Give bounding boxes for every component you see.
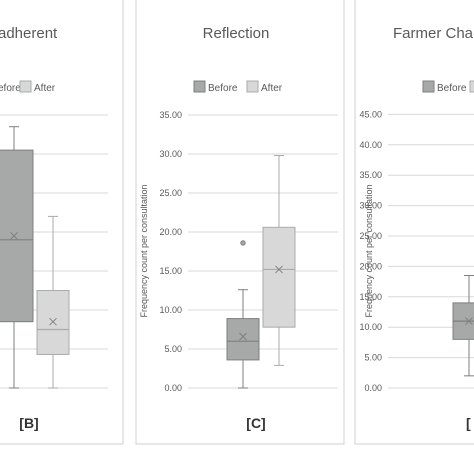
y-tick-label: 35.00 — [359, 170, 382, 180]
legend-label-after: After — [34, 83, 56, 94]
mean-marker — [49, 317, 57, 326]
y-tick-label: 0.00 — [164, 383, 182, 393]
y-tick-label: 45.00 — [359, 109, 382, 119]
panel-b-title: adherent — [0, 25, 58, 42]
box-before — [0, 149, 34, 323]
y-tick-label: 30.00 — [159, 149, 182, 159]
y-tick-label: 10.00 — [159, 305, 182, 315]
panel-c-y-axis-title: Frequency count per consultation — [139, 184, 149, 317]
legend-label-before: efore — [0, 83, 21, 94]
y-tick-label: 15.00 — [159, 266, 182, 276]
legend-swatch-before — [193, 80, 206, 93]
y-tick-label: 15.00 — [359, 292, 382, 302]
panel-d-y-axis-title: Frequency count per consultation — [364, 184, 374, 317]
y-tick-label: 0.00 — [364, 383, 382, 393]
box-after — [262, 226, 296, 328]
panel-c-frame — [135, 0, 345, 445]
box-after — [36, 290, 70, 355]
y-tick-label: 25.00 — [359, 231, 382, 241]
y-tick-label: 20.00 — [159, 227, 182, 237]
y-tick-label: 25.00 — [159, 188, 182, 198]
panel-b-plot — [0, 114, 108, 389]
panel-b-legend: efore After — [0, 80, 56, 94]
panel-c-plot: 0.00 5.00 10.00 15.00 20.00 25.00 30.00 35.00 — [159, 110, 338, 393]
y-tick-label: 5.00 — [364, 353, 382, 363]
panel-c-title: Reflection — [203, 25, 270, 42]
panel-b-label: [B] — [19, 415, 38, 431]
box-before — [226, 318, 260, 361]
y-tick-label: 5.00 — [164, 344, 182, 354]
panel-d-plot: 0.00 5.00 10.00 15.00 20.00 25.00 30.00 35.00 40… — [359, 109, 474, 393]
mean-marker — [10, 232, 18, 240]
y-tick-label: 20.00 — [359, 261, 382, 271]
legend-swatch-before — [422, 80, 435, 93]
y-tick-label: 10.00 — [359, 322, 382, 332]
panel-c-legend: Before After — [193, 80, 283, 94]
legend-label-after: After — [261, 83, 283, 94]
panel-d-title: Farmer Cha — [393, 25, 474, 42]
legend-swatch-after — [469, 80, 474, 93]
legend-swatch-after — [246, 80, 259, 93]
mean-marker — [275, 265, 283, 274]
legend-label-before: Before — [208, 83, 238, 94]
mean-marker — [239, 332, 247, 341]
panel-d-frame — [354, 0, 474, 445]
panel-d-legend: Before — [422, 80, 474, 94]
legend-label-before: Before — [437, 83, 467, 94]
y-tick-label: 30.00 — [359, 201, 382, 211]
panel-d-label: [ — [466, 415, 471, 431]
y-tick-label: 40.00 — [359, 140, 382, 150]
y-tick-label: 35.00 — [159, 110, 182, 120]
panel-c-label: [C] — [246, 415, 265, 431]
outlier-point — [240, 240, 246, 246]
legend-swatch-after — [19, 80, 32, 93]
mean-marker — [465, 317, 473, 325]
